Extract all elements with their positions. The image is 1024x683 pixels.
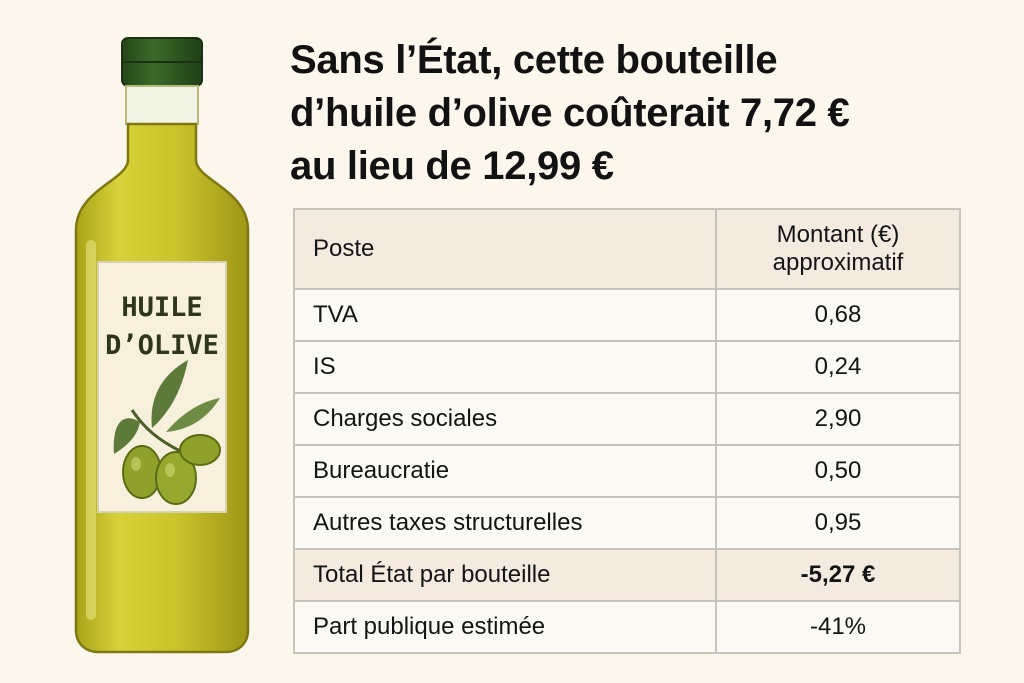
table-row: IS 0,24 [293,340,961,394]
row-montant: 0,68 [715,288,961,342]
table-header-row: Poste Montant (€) approximatif [293,208,961,290]
column-header-montant-line1: Montant (€) [776,221,900,248]
cost-breakdown-table: Poste Montant (€) approximatif TVA 0,68 … [293,208,961,654]
table-row: Charges sociales 2,90 [293,392,961,446]
table-row: Part publique estimée -41% [293,600,961,654]
row-poste: IS [293,340,717,394]
olive-branch-icon [113,360,221,505]
headline: Sans l’État, cette bouteille d’huile d’o… [290,34,1010,193]
table-row-total: Total État par bouteille -5,27 € [293,548,961,602]
table-row: Autres taxes structurelles 0,95 [293,496,961,550]
row-montant: 0,50 [715,444,961,498]
column-header-montant: Montant (€) approximatif [715,208,961,290]
row-montant: -41% [715,600,961,654]
headline-line3: au lieu de 12,99 € [290,144,614,188]
column-header-poste: Poste [293,208,717,290]
row-poste: Total État par bouteille [293,548,717,602]
row-poste: TVA [293,288,717,342]
headline-line2: d’huile d’olive coûterait 7,72 € [290,91,850,135]
row-montant: 0,24 [715,340,961,394]
headline-line1: Sans l’État, cette bouteille [290,38,778,82]
row-montant: 0,95 [715,496,961,550]
row-poste: Bureaucratie [293,444,717,498]
table-row: Bureaucratie 0,50 [293,444,961,498]
row-poste: Autres taxes structurelles [293,496,717,550]
table-row: TVA 0,68 [293,288,961,342]
olive-oil-bottle-illustration: HUILE D’OLIVE [70,30,280,660]
bottle-icon: HUILE D’OLIVE [74,37,250,654]
row-poste: Part publique estimée [293,600,717,654]
bottle-label-line1: HUILE [121,292,202,323]
row-montant: 2,90 [715,392,961,446]
column-header-montant-line2: approximatif [772,249,904,276]
row-montant-total: -5,27 € [715,548,961,602]
bottle-label-line2: D’OLIVE [105,330,219,361]
row-poste: Charges sociales [293,392,717,446]
